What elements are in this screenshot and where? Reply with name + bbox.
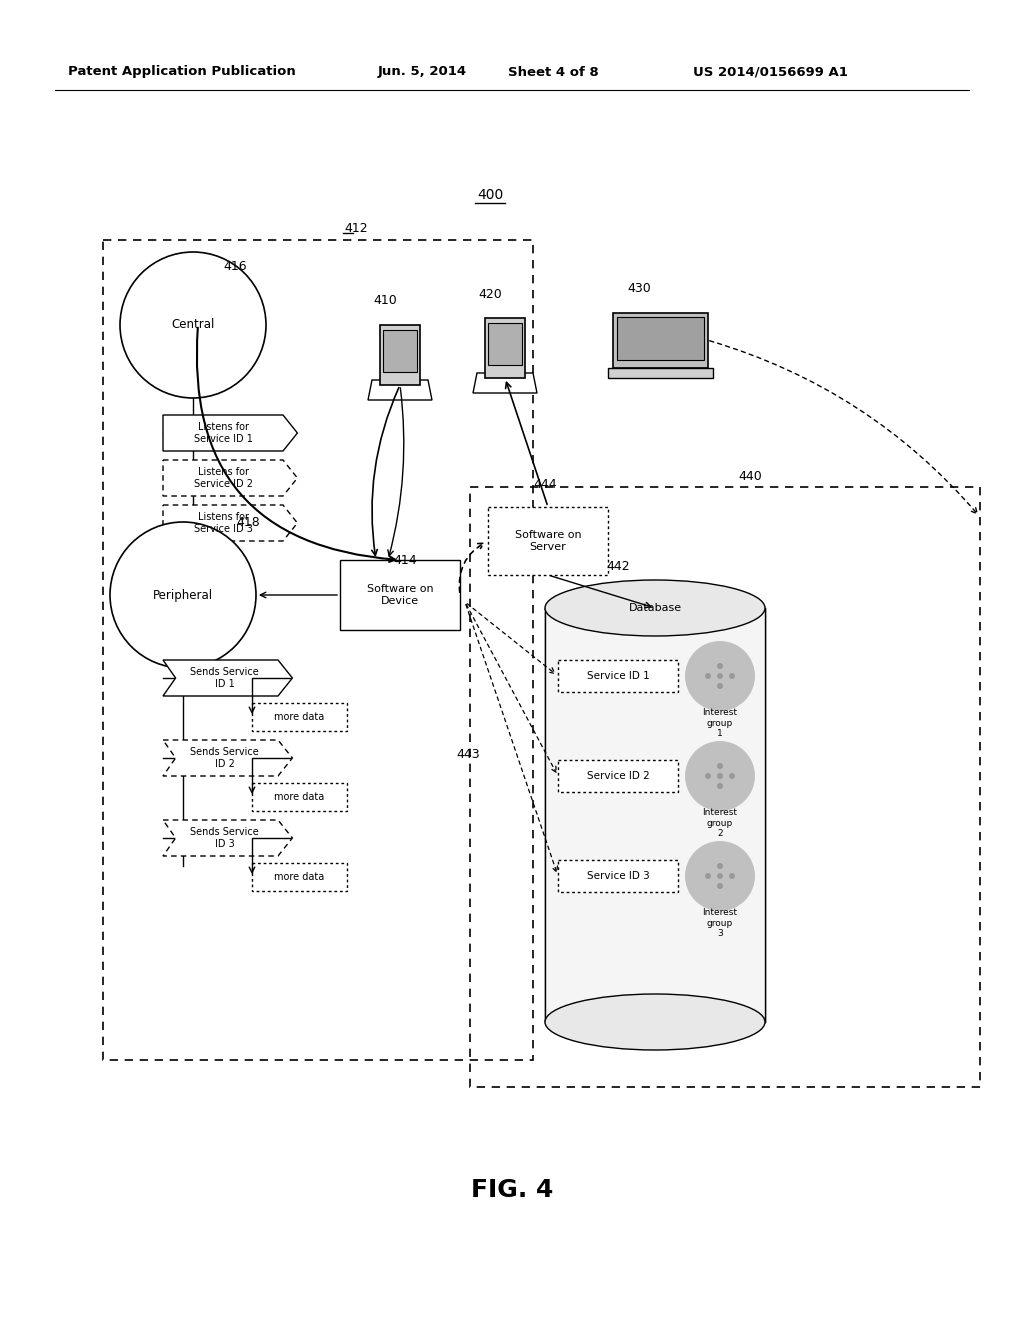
Text: 442: 442 (606, 560, 630, 573)
Text: Sheet 4 of 8: Sheet 4 of 8 (508, 66, 599, 78)
Text: more data: more data (274, 792, 325, 803)
Text: Listens for
Service ID 3: Listens for Service ID 3 (194, 512, 253, 533)
Bar (608, 368, 713, 378)
Text: 444: 444 (534, 478, 557, 491)
Circle shape (717, 763, 723, 770)
Circle shape (685, 741, 755, 810)
Circle shape (717, 873, 723, 879)
Text: Central: Central (171, 318, 215, 331)
Text: 443: 443 (456, 748, 480, 762)
Bar (103, 240, 534, 1060)
Text: 418: 418 (236, 516, 260, 528)
Circle shape (717, 682, 723, 689)
Polygon shape (368, 380, 432, 400)
Polygon shape (163, 459, 297, 496)
Circle shape (685, 642, 755, 711)
Circle shape (729, 774, 735, 779)
Bar (485, 318, 525, 378)
Circle shape (717, 863, 723, 869)
Circle shape (120, 252, 266, 399)
Polygon shape (163, 414, 297, 451)
Circle shape (729, 873, 735, 879)
Bar (252, 783, 347, 810)
Circle shape (717, 774, 723, 779)
Bar (488, 323, 522, 366)
Circle shape (705, 673, 711, 678)
Polygon shape (163, 660, 293, 696)
Circle shape (705, 774, 711, 779)
Bar (617, 317, 705, 360)
Text: Peripheral: Peripheral (153, 589, 213, 602)
Circle shape (729, 673, 735, 678)
Text: 410: 410 (373, 293, 397, 306)
Text: 430: 430 (627, 281, 651, 294)
Text: more data: more data (274, 711, 325, 722)
Bar (470, 487, 980, 1086)
Text: 420: 420 (478, 288, 502, 301)
Text: Patent Application Publication: Patent Application Publication (68, 66, 296, 78)
Polygon shape (473, 374, 537, 393)
Circle shape (685, 841, 755, 911)
Circle shape (110, 521, 256, 668)
Text: Software on
Device: Software on Device (367, 585, 433, 606)
Text: more data: more data (274, 873, 325, 882)
Polygon shape (163, 741, 293, 776)
Polygon shape (163, 820, 293, 855)
Text: Service ID 1: Service ID 1 (587, 671, 649, 681)
Text: Listens for
Service ID 2: Listens for Service ID 2 (194, 467, 253, 488)
Bar (488, 507, 608, 576)
Text: Database: Database (629, 603, 682, 612)
Text: 412: 412 (344, 222, 368, 235)
Text: Sends Service
ID 3: Sends Service ID 3 (190, 828, 259, 849)
Bar (380, 325, 420, 385)
Text: 440: 440 (738, 470, 762, 483)
Text: Listens for
Service ID 1: Listens for Service ID 1 (194, 422, 253, 444)
Bar (383, 330, 417, 372)
Text: FIG. 4: FIG. 4 (471, 1177, 553, 1203)
Text: Jun. 5, 2014: Jun. 5, 2014 (378, 66, 467, 78)
Text: 400: 400 (477, 187, 503, 202)
Bar (340, 560, 460, 630)
Text: Interest
group
3: Interest group 3 (702, 908, 737, 939)
Bar (545, 609, 765, 1022)
Text: Service ID 2: Service ID 2 (587, 771, 649, 781)
Text: Sends Service
ID 2: Sends Service ID 2 (190, 747, 259, 768)
Circle shape (705, 873, 711, 879)
Polygon shape (163, 506, 297, 541)
Bar (558, 861, 678, 892)
Bar (252, 704, 347, 731)
Text: Interest
group
1: Interest group 1 (702, 708, 737, 738)
Text: US 2014/0156699 A1: US 2014/0156699 A1 (693, 66, 848, 78)
Text: 416: 416 (223, 260, 247, 272)
Text: 414: 414 (393, 553, 417, 566)
Ellipse shape (545, 994, 765, 1049)
Circle shape (717, 663, 723, 669)
Bar (252, 863, 347, 891)
Bar (613, 313, 708, 368)
Text: Sends Service
ID 1: Sends Service ID 1 (190, 667, 259, 689)
Circle shape (717, 883, 723, 888)
Ellipse shape (545, 579, 765, 636)
Text: Service ID 3: Service ID 3 (587, 871, 649, 880)
Bar (558, 660, 678, 692)
Text: Software on
Server: Software on Server (515, 531, 582, 552)
Bar (558, 760, 678, 792)
Circle shape (717, 673, 723, 678)
Circle shape (717, 783, 723, 789)
Text: Interest
group
2: Interest group 2 (702, 808, 737, 838)
